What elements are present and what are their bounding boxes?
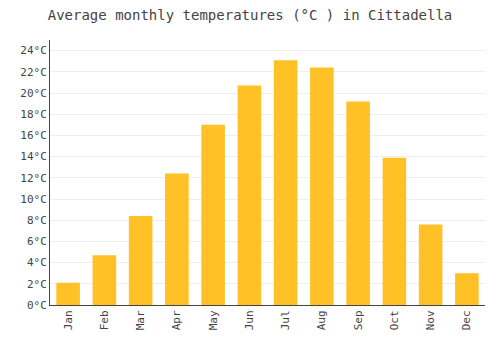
svg-text:Jul: Jul (279, 310, 292, 330)
svg-text:Nov: Nov (424, 310, 437, 330)
svg-text:10°C: 10°C (20, 193, 47, 206)
svg-text:Average monthly temperatures (: Average monthly temperatures (°C ) in Ci… (48, 7, 453, 23)
svg-text:0°C: 0°C (27, 299, 47, 312)
svg-text:12°C: 12°C (20, 172, 47, 185)
svg-text:4°C: 4°C (27, 256, 47, 269)
svg-text:6°C: 6°C (27, 235, 47, 248)
svg-text:Jun: Jun (243, 310, 256, 330)
svg-text:Jan: Jan (62, 310, 75, 330)
svg-text:8°C: 8°C (27, 214, 47, 227)
svg-text:16°C: 16°C (20, 129, 47, 142)
svg-text:20°C: 20°C (20, 87, 47, 100)
svg-text:24°C: 24°C (20, 44, 47, 57)
svg-text:Sep: Sep (352, 310, 365, 330)
svg-text:Mar: Mar (134, 310, 147, 330)
svg-text:Apr: Apr (170, 310, 183, 330)
svg-text:18°C: 18°C (20, 108, 47, 121)
svg-text:May: May (207, 310, 220, 330)
svg-text:22°C: 22°C (20, 66, 47, 79)
svg-text:2°C: 2°C (27, 278, 47, 291)
svg-text:Dec: Dec (460, 310, 473, 330)
svg-text:14°C: 14°C (20, 150, 47, 163)
svg-text:Oct: Oct (388, 310, 401, 330)
svg-text:Feb: Feb (98, 310, 111, 330)
svg-text:Aug: Aug (315, 310, 328, 330)
